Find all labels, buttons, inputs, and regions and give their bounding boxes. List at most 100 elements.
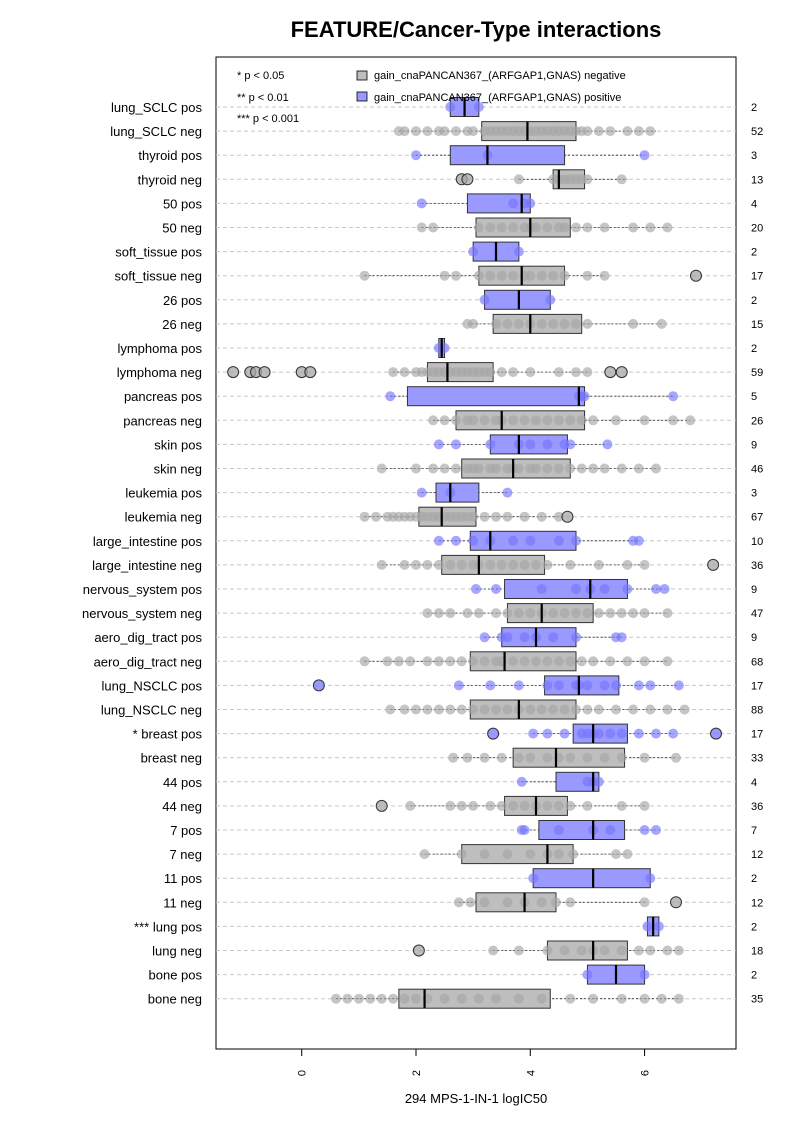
data-point	[548, 270, 559, 281]
data-point	[479, 656, 490, 667]
outlier-point	[604, 366, 617, 379]
plot-frame	[215, 56, 737, 1050]
data-point	[485, 222, 496, 233]
row-label: breast neg	[141, 751, 202, 766]
data-point	[513, 993, 524, 1004]
data-point	[565, 439, 576, 450]
data-point	[553, 463, 564, 474]
data-point	[531, 656, 541, 667]
data-point	[439, 126, 450, 137]
row-count: 2	[751, 102, 757, 114]
row-label: bone neg	[148, 992, 202, 1007]
row-count: 2	[751, 295, 757, 307]
data-point	[559, 704, 570, 715]
data-point	[662, 608, 673, 619]
sig-legend-2: ** p < 0.01	[237, 92, 289, 104]
data-point	[639, 897, 650, 908]
data-point	[462, 752, 473, 763]
data-point	[553, 800, 564, 811]
data-point	[399, 559, 410, 570]
data-point	[645, 704, 656, 715]
data-point	[519, 511, 530, 522]
data-point	[542, 752, 553, 763]
data-point	[508, 800, 519, 811]
outlier-point	[304, 366, 317, 379]
data-point	[671, 752, 681, 763]
data-point	[359, 656, 370, 667]
data-point	[473, 270, 484, 281]
data-point	[445, 102, 456, 112]
box-row	[448, 747, 681, 768]
data-point	[439, 993, 450, 1004]
box-row	[385, 699, 690, 720]
data-point	[468, 246, 479, 257]
data-point	[639, 415, 650, 426]
data-point	[622, 559, 633, 570]
data-point	[611, 849, 621, 860]
data-point	[571, 608, 581, 619]
data-point	[513, 246, 524, 257]
data-point	[662, 704, 673, 715]
data-point	[525, 752, 536, 763]
data-point	[685, 415, 696, 426]
data-point	[525, 849, 536, 860]
chart-title: FEATURE/Cancer-Type interactions	[291, 17, 662, 42]
data-point	[453, 680, 464, 691]
data-point	[605, 126, 616, 137]
data-point	[571, 704, 581, 715]
data-point	[536, 704, 547, 715]
data-point	[531, 559, 541, 570]
box-row	[487, 723, 722, 744]
row-count: 12	[751, 849, 763, 861]
data-point	[473, 463, 484, 474]
data-point	[548, 704, 559, 715]
data-point	[388, 993, 399, 1004]
data-point	[451, 439, 461, 450]
row-label: skin neg	[154, 462, 202, 477]
data-point	[679, 704, 690, 715]
outlier-point	[690, 269, 702, 282]
sig-legend-1: * p < 0.05	[237, 70, 284, 82]
outlier-point	[227, 366, 240, 379]
data-point	[599, 584, 610, 594]
data-point	[359, 270, 370, 281]
data-point	[673, 945, 684, 956]
data-point	[473, 222, 484, 233]
data-point	[399, 126, 410, 137]
data-point	[528, 728, 539, 739]
box-row	[468, 241, 524, 262]
data-point	[542, 439, 553, 450]
data-point	[639, 993, 650, 1004]
data-point	[588, 463, 599, 474]
data-point	[616, 463, 627, 474]
data-point	[582, 752, 593, 763]
data-point	[513, 318, 524, 329]
outlier-point	[375, 799, 388, 812]
row-label: lymphoma neg	[117, 365, 202, 380]
data-point	[411, 993, 421, 1004]
data-point	[342, 993, 353, 1004]
data-point	[513, 680, 524, 691]
data-point	[468, 126, 479, 137]
box-row	[582, 964, 650, 985]
data-point	[639, 656, 650, 667]
data-point	[651, 584, 661, 594]
data-point	[496, 559, 507, 570]
data-point	[536, 270, 547, 281]
data-point	[588, 993, 599, 1004]
data-point	[565, 415, 576, 426]
box-row	[462, 313, 667, 334]
data-point	[542, 559, 553, 570]
data-point	[599, 945, 610, 956]
outlier-point	[707, 558, 720, 571]
data-point	[491, 318, 501, 329]
data-point	[465, 897, 476, 908]
data-point	[428, 463, 439, 474]
row-count: 17	[751, 729, 763, 741]
data-point	[531, 415, 541, 426]
row-label: * breast pos	[133, 727, 203, 742]
data-point	[456, 993, 467, 1004]
data-point	[433, 439, 444, 450]
data-point	[411, 559, 421, 570]
row-count: 59	[751, 367, 763, 379]
